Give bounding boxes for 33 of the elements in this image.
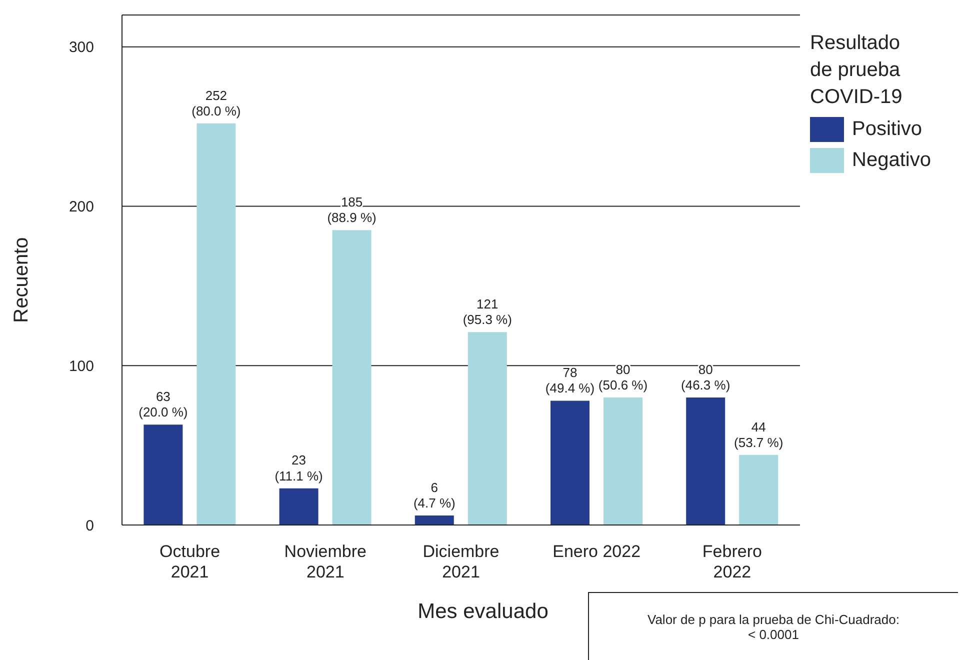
bar [686,398,726,525]
bar [603,398,642,525]
bar [279,488,318,525]
text: Valor de p para la prueba de Chi-Cuadrado: < 0.0001 [588,592,958,660]
x-tick-label: Febrero 2022 [702,542,762,582]
bar [414,515,454,525]
data-label: 78 (49.4 %) [545,365,595,396]
bar [332,230,372,525]
bar [739,454,778,525]
data-label: 121 (95.3 %) [462,296,512,328]
x-tick-label: Diciembre 2021 [422,542,500,582]
bar [468,332,507,525]
x-tick-label: Octubre 2021 [160,542,220,582]
x-tick-label: Enero 2022 [552,542,641,561]
bar [144,424,183,525]
data-label: 6 (4.7 %) [413,480,456,510]
y-tick-label: 0 [86,517,94,534]
data-label: 44 (53.7 %) [734,419,784,450]
data-label: 63 (20.0 %) [138,388,188,420]
x-axis-title: Mes evaluado [418,600,548,624]
data-label: 252 (80.0 %) [192,88,241,118]
bar [550,400,590,525]
bar [196,123,236,525]
y-tick-label: 100 [68,358,94,375]
legend-label: Positivo [852,118,922,141]
legend-title: Resultado de prueba COVID-19 [810,31,904,110]
x-tick-label: Noviembre 2021 [284,542,366,582]
y-tick-label: 300 [68,39,94,56]
y-axis-title: Recuento [10,237,34,323]
y-tick-label: 200 [68,198,94,216]
legend-label: Negativo [852,149,931,172]
data-label: 80 (50.6 %) [598,362,648,392]
data-label: 23 (11.1 %) [274,452,323,484]
